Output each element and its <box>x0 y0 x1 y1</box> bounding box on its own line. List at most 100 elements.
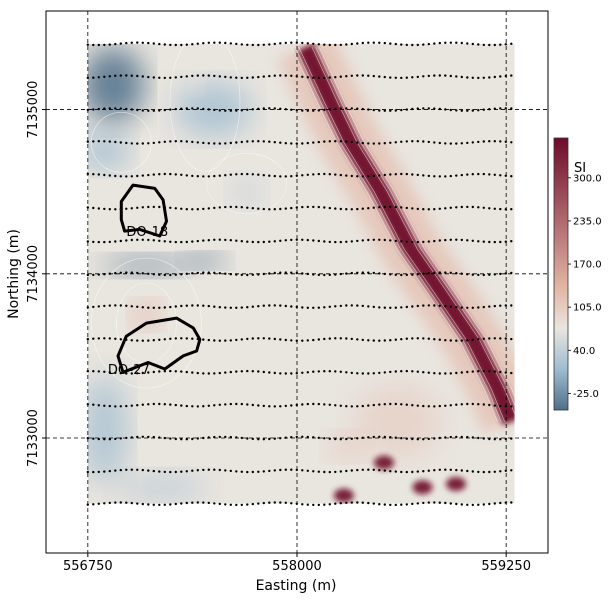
survey-point <box>334 470 337 474</box>
survey-point <box>378 435 381 438</box>
survey-point <box>444 468 447 471</box>
survey-point <box>97 173 101 176</box>
survey-point <box>251 470 254 474</box>
survey-point <box>119 141 123 144</box>
survey-point <box>284 239 287 242</box>
survey-point <box>422 337 425 340</box>
survey-point <box>372 271 375 275</box>
survey-point <box>273 208 276 211</box>
y-axis-label: Northing (m) <box>6 229 22 319</box>
survey-point <box>405 240 408 243</box>
survey-point <box>97 240 101 244</box>
survey-point <box>158 239 161 242</box>
survey-point <box>147 173 150 177</box>
survey-point <box>499 140 502 143</box>
survey-point <box>400 273 403 277</box>
survey-point <box>306 76 309 79</box>
survey-point <box>136 339 139 342</box>
survey-point <box>229 76 232 79</box>
survey-point <box>460 109 463 112</box>
survey-point <box>400 470 403 474</box>
survey-point <box>499 207 502 211</box>
survey-point <box>477 140 480 144</box>
survey-point <box>394 42 397 46</box>
survey-point <box>350 337 353 341</box>
survey-point <box>257 173 260 176</box>
survey-point <box>394 76 397 80</box>
survey-point <box>147 75 150 79</box>
survey-point <box>141 403 144 406</box>
survey-point <box>449 468 452 471</box>
survey-point <box>114 337 117 340</box>
survey-point <box>290 271 293 274</box>
survey-point <box>86 43 90 46</box>
survey-point <box>361 175 364 178</box>
survey-point <box>158 370 161 373</box>
survey-point <box>290 41 293 44</box>
survey-point <box>477 436 480 440</box>
survey-point <box>306 141 309 145</box>
survey-point <box>350 140 353 144</box>
survey-point <box>240 206 243 209</box>
survey-point <box>202 338 205 341</box>
survey-point <box>389 109 392 112</box>
survey-point <box>312 470 315 473</box>
survey-point <box>141 41 144 44</box>
survey-point <box>196 175 199 178</box>
survey-point <box>268 43 271 46</box>
survey-point <box>504 107 507 110</box>
survey-point <box>378 41 381 44</box>
gridlines <box>46 11 548 553</box>
survey-point <box>449 142 452 145</box>
survey-point <box>284 175 287 178</box>
survey-point <box>191 174 194 178</box>
survey-point <box>493 173 496 176</box>
survey-point <box>185 140 188 143</box>
survey-point <box>422 208 425 211</box>
survey-point <box>510 371 513 375</box>
survey-line <box>86 140 513 145</box>
survey-point <box>400 338 403 341</box>
survey-point <box>136 74 139 78</box>
survey-point <box>240 306 243 309</box>
survey-point <box>361 304 364 308</box>
survey-point <box>251 337 254 340</box>
survey-point <box>411 370 414 373</box>
survey-point <box>334 502 337 505</box>
survey-point <box>383 75 386 79</box>
survey-point <box>350 240 353 243</box>
survey-point <box>438 468 441 471</box>
survey-point <box>477 338 480 341</box>
survey-point <box>136 174 139 178</box>
survey-point <box>119 74 123 77</box>
survey-point <box>136 305 139 308</box>
shading-blob <box>183 253 227 269</box>
survey-point <box>251 502 254 506</box>
survey-point <box>279 175 282 178</box>
survey-point <box>207 142 210 145</box>
survey-point <box>301 503 304 506</box>
survey-point <box>262 174 265 177</box>
survey-point <box>317 306 320 309</box>
survey-point <box>114 272 117 275</box>
y-tick-label: 7134000 <box>26 245 41 303</box>
survey-point <box>422 470 425 473</box>
survey-point <box>103 43 106 47</box>
survey-point <box>196 74 199 77</box>
survey-point <box>345 469 348 473</box>
survey-point <box>367 271 370 274</box>
survey-point <box>438 141 441 145</box>
survey-point <box>499 470 502 473</box>
survey-point <box>213 404 216 407</box>
x-tick-label: 556750 <box>63 559 113 574</box>
survey-point <box>141 206 144 209</box>
survey-point <box>433 372 436 375</box>
survey-point <box>158 42 161 46</box>
survey-point <box>306 109 309 112</box>
survey-point <box>191 140 194 144</box>
survey-point <box>438 41 441 45</box>
survey-point <box>273 437 276 440</box>
survey-point <box>378 339 381 342</box>
survey-point <box>240 43 243 46</box>
